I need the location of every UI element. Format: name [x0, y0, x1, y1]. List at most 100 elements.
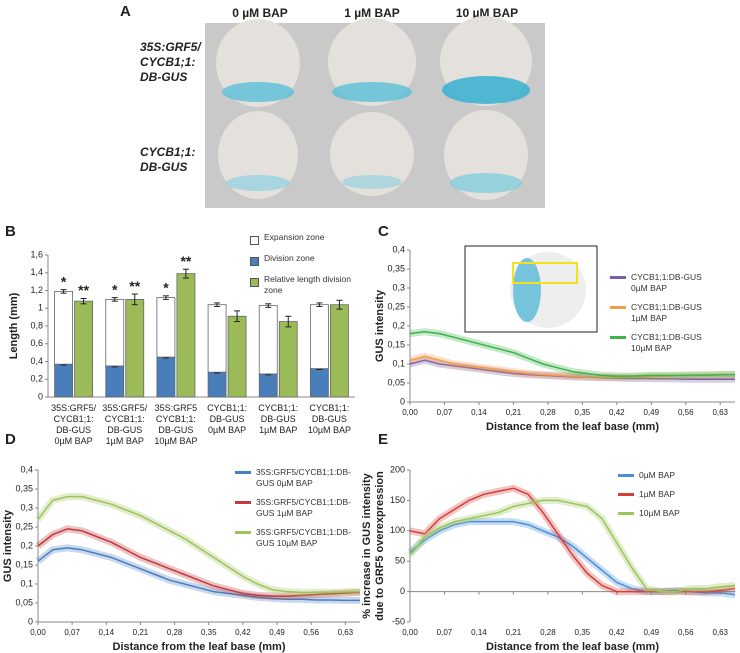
y-tick-label: -50 — [392, 616, 405, 626]
y-tick-label: 1 — [38, 303, 43, 313]
bar — [74, 300, 93, 398]
legend-item: 35S:GRF5/CYCB1;1:DB-GUS 0µM BAP — [235, 467, 360, 489]
line — [409, 499, 736, 593]
legend-item: 0µM BAP — [618, 470, 708, 481]
significance-label: ** — [78, 282, 89, 298]
x-tick-label: 0,07 — [437, 628, 453, 637]
legend-swatch — [610, 306, 626, 309]
y-axis-title: Length (mm) — [8, 292, 20, 359]
x-tick-label: 35S:GRF5/CYCB1;1: DB-GUS 0µM BAP — [51, 403, 97, 446]
x-tick-label: 0,00 — [30, 628, 46, 637]
significance-label: ** — [180, 253, 191, 269]
row-label: 35S:GRF5/ CYCB1;1: DB-GUS — [140, 40, 201, 84]
x-tick-label-line: CYCB1;1: — [156, 414, 196, 424]
y-axis-title: GUS intensity — [374, 289, 386, 362]
bar — [278, 321, 298, 398]
y-tick-label: 0,4 — [392, 244, 405, 254]
x-tick-label: 0,35 — [575, 408, 591, 417]
x-tick-label: 35S:GRF5 CYCB1;1: DB-GUS 10µM BAP — [154, 403, 197, 446]
y-tick-label: 1,2 — [30, 285, 43, 295]
x-axis-title: Distance from the leaf base (mm) — [113, 641, 286, 653]
x-tick-label-line: CYCB1;1: — [105, 414, 145, 424]
bar-segment — [54, 363, 73, 398]
significance-label: * — [61, 273, 67, 289]
x-tick-label: 0,56 — [678, 628, 694, 637]
x-tick-label-line: CYCB1;1: — [54, 414, 94, 424]
legend-label: 35S:GRF5/CYCB1;1:DB-GUS 0µM BAP — [256, 467, 351, 488]
y-tick-label: 0,3 — [392, 282, 405, 292]
x-tick-label-line: DB-GUS — [261, 414, 296, 424]
x-tick-label: 0,00 — [402, 408, 418, 417]
legend-swatch — [618, 512, 634, 515]
bar-segment — [156, 356, 176, 398]
bar-segment — [156, 297, 176, 358]
legend-swatch — [618, 493, 634, 496]
x-tick-label-line: 10µM BAP — [308, 425, 351, 435]
y-tick-label: 0,2 — [20, 540, 33, 550]
y-tick-label: 0,15 — [387, 339, 405, 349]
x-tick-label-line: DB-GUS — [312, 414, 347, 424]
bar-segment — [105, 298, 125, 367]
column-heading: 1 µM BAP — [344, 6, 400, 20]
y-axis-title: % increase in GUS intensity — [361, 472, 373, 618]
x-tick-label: 0,21 — [133, 628, 149, 637]
x-tick-label: 0,14 — [99, 628, 115, 637]
x-tick-label: 0,14 — [471, 408, 487, 417]
x-tick-label: 0,14 — [471, 628, 487, 637]
panel-label: A — [120, 3, 131, 20]
x-tick-label: 0,07 — [64, 628, 80, 637]
x-tick-label-line: 35S:GRF5/ — [51, 403, 97, 413]
legend-item: Division zone — [250, 253, 360, 266]
y-tick-label: 0,05 — [15, 597, 33, 607]
y-tick-label: 0,1 — [20, 578, 33, 588]
x-tick-label: 0,28 — [540, 408, 556, 417]
legend-item: 35S:GRF5/CYCB1;1:DB-GUS 10µM BAP — [235, 527, 360, 549]
column-heading: 0 µM BAP — [232, 6, 288, 20]
x-tick-label-line: CYCB1;1: — [207, 403, 247, 413]
x-tick-label-line: 35S:GRF5/ — [102, 403, 148, 413]
column-heading: 10 µM BAP — [456, 6, 518, 20]
y-tick-label: 1,4 — [30, 267, 43, 277]
x-axis-title: Distance from the leaf base (mm) — [486, 421, 659, 433]
y-tick-label: 0 — [400, 586, 405, 596]
line — [409, 487, 736, 593]
line — [409, 359, 735, 380]
bar — [125, 298, 145, 398]
legend-label: 10µM BAP — [639, 508, 680, 518]
leaf — [444, 110, 528, 200]
inset-stain — [513, 258, 541, 322]
line — [37, 528, 361, 597]
y-tick-label: 0,6 — [30, 338, 43, 348]
x-tick-label: 0,21 — [506, 628, 522, 637]
inset-image — [464, 245, 598, 333]
legend-swatch — [235, 501, 251, 504]
legend-swatch — [235, 471, 251, 474]
x-tick-label: 0,07 — [437, 408, 453, 417]
leaf — [218, 111, 298, 199]
x-tick-label-line: 1µM BAP — [259, 425, 297, 435]
y-tick-label: 1,6 — [30, 249, 43, 259]
y-tick-label: 0,35 — [387, 263, 405, 273]
legend-label: 0µM BAP — [639, 470, 676, 480]
legend-item: 10µM BAP — [618, 508, 708, 519]
leaf — [440, 16, 532, 106]
legend-swatch — [618, 474, 634, 477]
legend: Expansion zone Division zone Relative leng… — [250, 232, 360, 304]
legend-item: 1µM BAP — [618, 489, 708, 500]
legend-item: 35S:GRF5/CYCB1;1:DB-GUS 1µM BAP — [235, 497, 360, 519]
y-axis-title: due to GRF5 overexpression — [374, 471, 386, 621]
y-tick-label: 0,35 — [15, 483, 33, 493]
leaf-images — [205, 16, 545, 208]
bar — [176, 273, 196, 398]
legend-item: CYCB1;1:DB-GUS 0µM BAP — [610, 272, 705, 294]
legend-label: 35S:GRF5/CYCB1;1:DB-GUS 1µM BAP — [256, 497, 351, 518]
y-tick-label: 0,25 — [387, 301, 405, 311]
y-tick-label: 0,25 — [15, 521, 33, 531]
x-tick-label: CYCB1;1: DB-GUS 1µM BAP — [258, 403, 298, 435]
x-tick-label: 0,49 — [269, 628, 285, 637]
panel-label: D — [5, 431, 16, 448]
legend-swatch — [250, 278, 259, 287]
bar-segment — [258, 305, 278, 375]
inset-roi — [512, 262, 578, 284]
x-tick-label: 0,63 — [338, 628, 354, 637]
